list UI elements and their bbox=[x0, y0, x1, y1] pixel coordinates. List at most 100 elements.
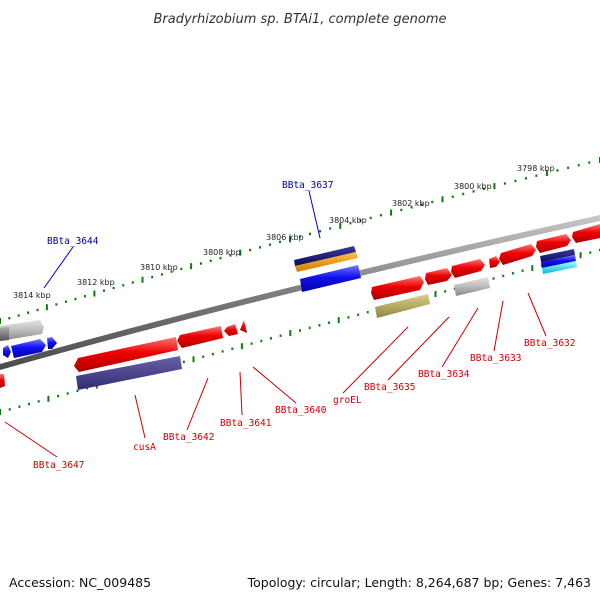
minor-tick bbox=[400, 208, 403, 212]
minor-tick bbox=[511, 272, 514, 275]
gene-label-bbta-3634[interactable]: BBta_3634 bbox=[418, 369, 470, 380]
minor-tick bbox=[535, 174, 538, 177]
major-tick bbox=[579, 252, 582, 259]
callout-line bbox=[4, 421, 58, 458]
gene-arrow[interactable] bbox=[224, 324, 238, 336]
major-tick bbox=[192, 356, 195, 363]
gene-label-bbta-3641[interactable]: BBta_3641 bbox=[220, 418, 272, 429]
gene-arrow[interactable] bbox=[240, 320, 247, 333]
major-tick bbox=[190, 263, 193, 270]
callout-line bbox=[493, 300, 504, 352]
minor-tick bbox=[357, 313, 360, 316]
minor-tick bbox=[379, 214, 382, 217]
minor-tick bbox=[567, 166, 570, 169]
gene-arrow[interactable] bbox=[74, 337, 178, 372]
gene-arrow[interactable] bbox=[454, 277, 490, 296]
gene-label-bbta-3640[interactable]: BBta_3640 bbox=[275, 405, 327, 416]
gene-arrow[interactable] bbox=[295, 252, 358, 272]
minor-tick bbox=[279, 334, 282, 337]
minor-tick bbox=[122, 284, 125, 287]
gene-arrow[interactable] bbox=[536, 234, 571, 253]
minor-tick bbox=[219, 256, 222, 260]
gene-arrow[interactable] bbox=[47, 337, 57, 349]
major-tick bbox=[0, 318, 1, 324]
gene-arrow[interactable] bbox=[375, 294, 430, 318]
gene-arrow[interactable] bbox=[540, 249, 575, 262]
minor-tick bbox=[502, 274, 505, 278]
major-tick bbox=[339, 222, 342, 229]
gene-label-bbta-3632[interactable]: BBta_3632 bbox=[524, 338, 575, 349]
gene-arrow[interactable] bbox=[0, 320, 44, 341]
gene-arrow[interactable] bbox=[489, 256, 500, 268]
minor-tick bbox=[492, 277, 495, 280]
minor-tick bbox=[74, 297, 77, 301]
gene-arrow[interactable] bbox=[451, 259, 485, 278]
gene-arrow[interactable] bbox=[572, 224, 600, 243]
callout-line bbox=[308, 190, 321, 239]
gene-label-groel[interactable]: groEL bbox=[333, 395, 362, 406]
gene-arrow[interactable] bbox=[294, 246, 356, 266]
tick-label: 3808 kbp bbox=[203, 248, 241, 257]
minor-tick bbox=[431, 200, 434, 204]
minor-tick bbox=[308, 326, 311, 330]
gene-arrow[interactable] bbox=[177, 326, 223, 348]
gene-arrow[interactable] bbox=[0, 327, 9, 341]
gene-label-bbta-3642[interactable]: BBta_3642 bbox=[163, 432, 214, 443]
minor-tick bbox=[250, 342, 253, 345]
minor-tick bbox=[180, 267, 183, 271]
major-tick bbox=[390, 209, 393, 216]
major-tick bbox=[141, 276, 144, 283]
gene-arrow[interactable] bbox=[11, 339, 46, 358]
minor-tick bbox=[318, 324, 321, 327]
minor-tick bbox=[524, 177, 527, 180]
minor-tick bbox=[521, 269, 524, 272]
minor-tick bbox=[28, 402, 30, 406]
gene-label-bbta-3635[interactable]: BBta_3635 bbox=[364, 382, 415, 393]
minor-tick bbox=[444, 290, 447, 293]
gene-label-cusa[interactable]: cusA bbox=[133, 442, 156, 453]
gene-label-bbta-3637[interactable]: BBta_3637 bbox=[282, 180, 333, 191]
gene-arrow[interactable] bbox=[300, 265, 361, 292]
minor-tick bbox=[76, 389, 79, 393]
minor-tick bbox=[472, 190, 475, 193]
major-tick bbox=[93, 290, 96, 297]
gene-arrow[interactable] bbox=[425, 268, 452, 285]
gene-arrow[interactable] bbox=[3, 345, 11, 358]
minor-tick bbox=[209, 259, 212, 262]
gene-arrow[interactable] bbox=[542, 261, 577, 274]
minor-tick bbox=[8, 408, 11, 411]
minor-tick bbox=[299, 235, 301, 238]
gene-label-bbta-3647[interactable]: BBta_3647 bbox=[33, 460, 84, 471]
gene-label-bbta-3644[interactable]: BBta_3644 bbox=[47, 236, 99, 247]
minor-tick bbox=[231, 347, 234, 350]
major-tick bbox=[545, 170, 548, 176]
inner-tick-track bbox=[0, 248, 600, 415]
minor-tick bbox=[279, 240, 281, 244]
minor-tick bbox=[329, 227, 332, 230]
minor-tick bbox=[8, 317, 11, 320]
minor-tick bbox=[202, 355, 205, 358]
forward-genes[interactable] bbox=[0, 224, 600, 341]
gene-arrow[interactable] bbox=[0, 374, 5, 388]
minor-tick bbox=[199, 262, 202, 265]
minor-tick bbox=[83, 295, 86, 298]
major-tick bbox=[441, 196, 444, 203]
map-title: Bradyrhizobium sp. BTAi1, complete genom… bbox=[153, 12, 446, 27]
gene-label-bbta-3633[interactable]: BBta_3633 bbox=[470, 353, 521, 364]
gene-arrow[interactable] bbox=[76, 356, 182, 390]
minor-tick bbox=[27, 311, 30, 314]
minor-tick bbox=[369, 216, 372, 220]
minor-tick bbox=[328, 321, 330, 324]
minor-tick bbox=[462, 192, 465, 196]
reverse-genes[interactable] bbox=[0, 320, 247, 390]
minor-tick bbox=[57, 394, 60, 398]
gene-arrow[interactable] bbox=[499, 244, 536, 265]
gene-arrow[interactable] bbox=[541, 255, 576, 268]
minor-tick bbox=[349, 222, 352, 225]
minor-tick bbox=[66, 392, 69, 395]
minor-tick bbox=[577, 164, 580, 167]
gene-arrow[interactable] bbox=[371, 276, 424, 300]
tick-label: 3806 kbp bbox=[266, 233, 304, 242]
minor-tick bbox=[182, 360, 185, 364]
major-tick bbox=[531, 265, 534, 272]
